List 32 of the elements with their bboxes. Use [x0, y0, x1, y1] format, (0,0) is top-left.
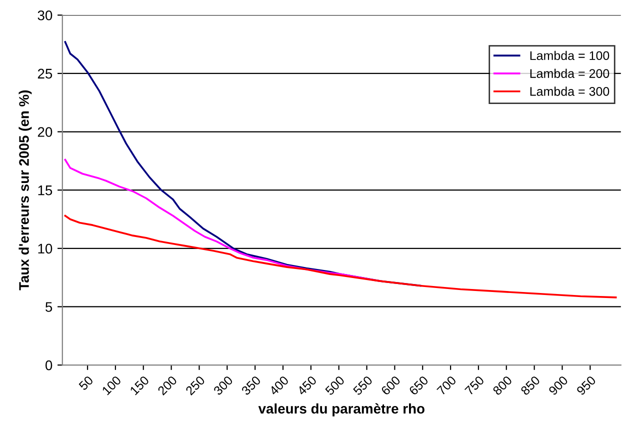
x-tick-label: 550 [352, 375, 373, 396]
line-series [64, 214, 617, 298]
x-tick-label: 300 [212, 375, 234, 396]
x-tick-label: 400 [268, 375, 290, 396]
x-tick-label: 450 [296, 375, 318, 396]
x-tick-label: 800 [492, 375, 513, 396]
y-tick-label: 20 [38, 127, 52, 137]
y-tick-label: 10 [38, 244, 52, 254]
x-tick-label: 350 [240, 375, 262, 396]
x-tick-label: 850 [520, 375, 540, 396]
y-tick-label: 0 [45, 360, 52, 370]
legend-label: Lambda = 100 [530, 50, 610, 60]
x-tick-label: 750 [464, 375, 485, 396]
legend-label: Lambda = 200 [530, 68, 610, 78]
x-tick-label: 250 [185, 375, 206, 396]
y-tick-label: 25 [38, 68, 52, 79]
y-tick-label: 5 [46, 302, 52, 312]
x-tick-label: 950 [576, 375, 596, 396]
x-tick-label: 500 [324, 375, 345, 396]
legend-label: Lambda = 300 [530, 86, 610, 96]
x-tick-label: 700 [436, 375, 457, 396]
x-tick-label: 900 [548, 375, 568, 396]
x-tick-label: 50 [78, 375, 94, 391]
x-tick-label: 600 [380, 375, 401, 396]
y-tick-label: 30 [38, 10, 52, 20]
x-tick-label: 200 [157, 375, 178, 396]
x-axis-title: valeurs du paramètre rho [258, 403, 424, 416]
x-tick-label: 150 [130, 375, 150, 396]
x-tick-label: 650 [408, 375, 429, 396]
y-tick-label: 15 [38, 186, 52, 196]
x-tick-label: 100 [102, 375, 122, 396]
y-axis-title: Taux d'erreurs sur 2005 (en %) [18, 90, 32, 290]
